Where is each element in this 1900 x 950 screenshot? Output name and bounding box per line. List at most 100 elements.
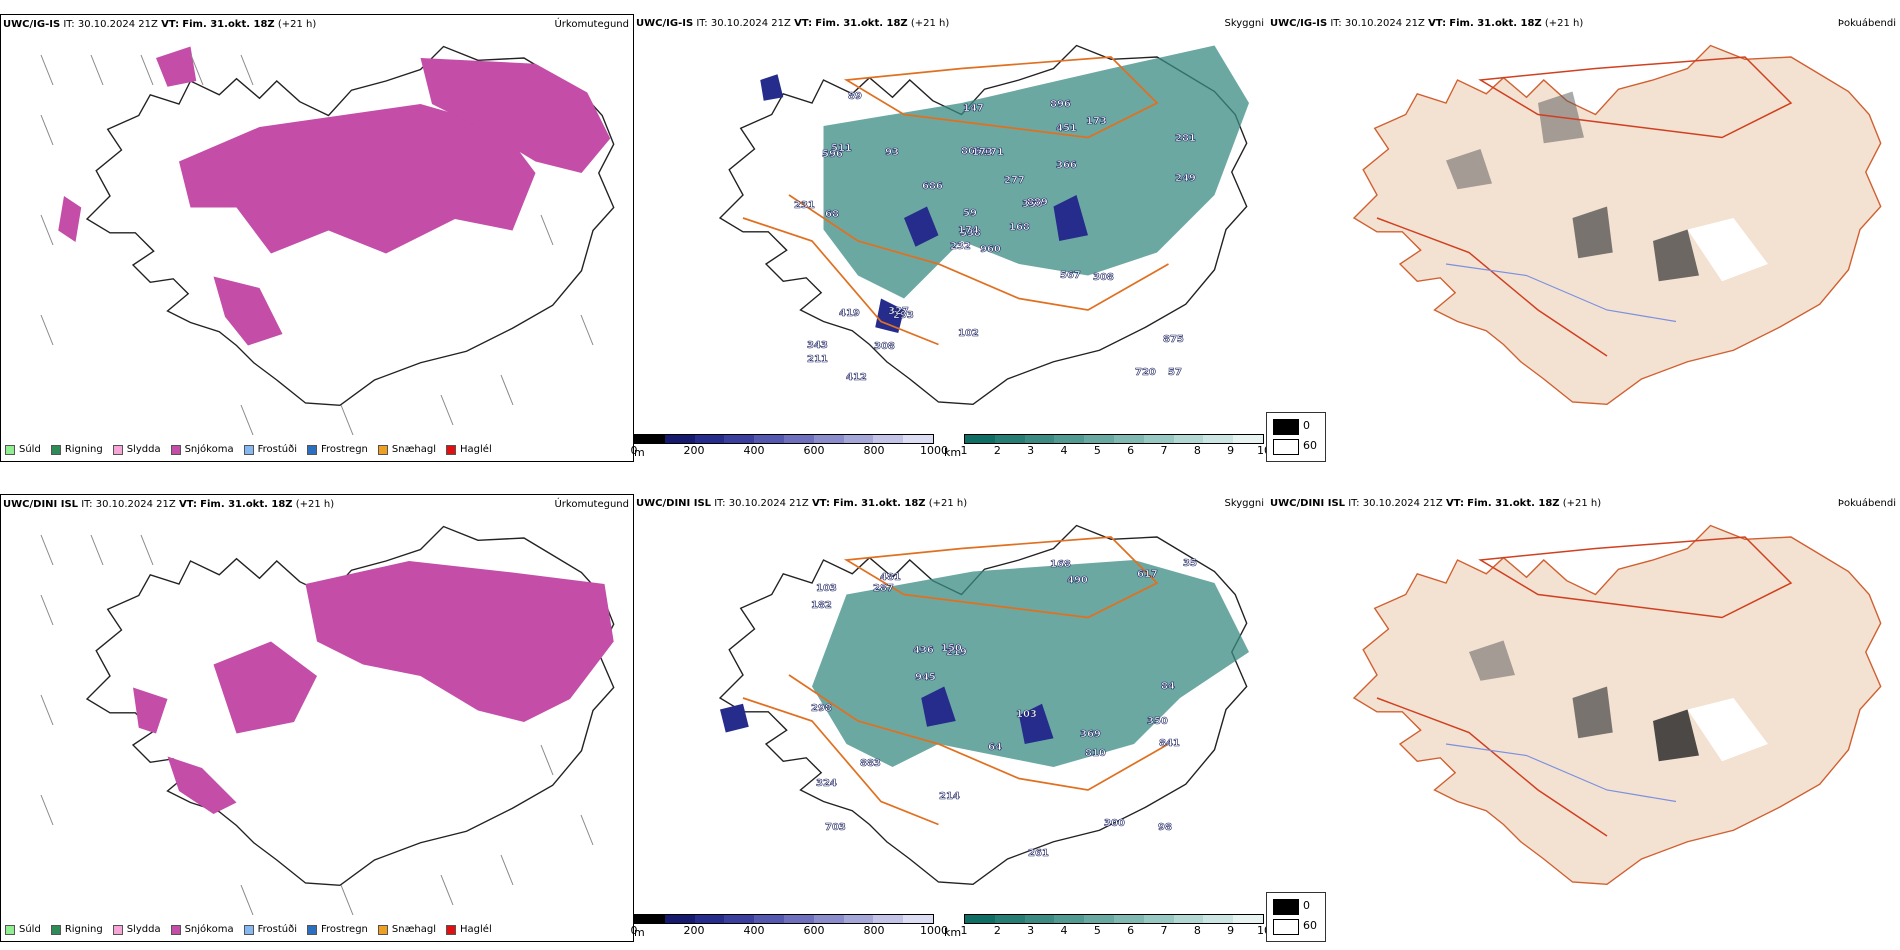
it-label: IT: <box>696 18 708 29</box>
lead-time: (+21 h) <box>295 499 335 510</box>
legend-item: Snæhagl <box>377 924 436 935</box>
visibility-value-label: 369 <box>1080 729 1101 740</box>
visibility-value-label: 249 <box>1175 173 1196 184</box>
colorbar-segment <box>635 435 665 443</box>
visibility-unit: km <box>944 926 962 939</box>
colorbar-segment <box>813 435 844 443</box>
visibility-value-label: 103 <box>816 583 837 594</box>
legend-item: Frostúði <box>243 924 297 935</box>
valid-time: Fim. 31.okt. 18Z <box>1449 18 1542 29</box>
visibility-value-label: 511 <box>831 143 852 154</box>
it-label: IT: <box>714 498 726 509</box>
panel-title: Úrkomutegund <box>554 499 629 510</box>
legend-label: Snjókoma <box>184 444 234 455</box>
visibility-value-label: 308 <box>874 341 895 352</box>
legend-label: Frostregn <box>321 924 368 935</box>
legend-item: Slydda <box>112 444 161 455</box>
visibility-value-label: 490 <box>1067 575 1088 586</box>
visibility-value-label: 293 <box>893 310 914 321</box>
visibility-value-label: 538 <box>960 228 981 239</box>
visibility-panel-row1: 960 596 538 343 350 293 896 171 451 168 89 57 68 281 2… <box>631 14 1271 462</box>
visibility-value-label: 889 <box>1027 197 1048 208</box>
fog-map-row1 <box>1353 44 1882 405</box>
colorbar-segment <box>873 435 904 443</box>
visibility-value-label: 98 <box>1158 822 1172 833</box>
colorbar-segment <box>994 435 1025 443</box>
valid-time: Fim. 31.okt. 18Z <box>200 499 293 510</box>
init-time: 30.10.2024 21Z <box>1362 498 1443 509</box>
panel-title: Skyggni <box>1224 498 1264 509</box>
fog-legend-min: 0 <box>1303 899 1310 912</box>
fog-panel-row2: UWC/DINI ISL IT: 30.10.2024 21Z VT: Fim.… <box>1268 494 1900 942</box>
legend-swatch <box>243 444 254 455</box>
colorbar-tick: 9 <box>1227 444 1235 457</box>
colorbar-tick: 1 <box>960 924 968 937</box>
colorbar-tick: 7 <box>1160 444 1168 457</box>
colorbar-segment <box>843 435 874 443</box>
legend-item: Súld <box>5 924 41 935</box>
panel-title: Úrkomutegund <box>554 19 629 30</box>
cloud-base-ticks: 0 200 400 600 800 1000 <box>631 444 949 458</box>
fog-legend-white <box>1273 919 1299 935</box>
colorbar-segment <box>873 915 904 923</box>
visibility-value-label: 211 <box>807 354 828 365</box>
legend-item: Snjókoma <box>170 924 234 935</box>
visibility-value-label: 343 <box>807 340 828 351</box>
colorbar-tick: 8 <box>1193 444 1201 457</box>
colorbar-tick: 800 <box>863 924 885 937</box>
legend-swatch <box>50 444 61 455</box>
visibility-map-row1: 960 596 538 343 350 293 896 171 451 168 89 57 68 281 2… <box>719 44 1249 405</box>
legend-label: Snjókoma <box>184 924 234 935</box>
colorbar-tick: 1000 <box>920 444 948 457</box>
colorbar-segment <box>1173 435 1204 443</box>
visibility-ticks: 1 2 3 4 5 6 7 8 9 10 <box>960 924 1272 938</box>
visibility-value-label: 720 <box>1135 367 1156 378</box>
legend-swatch <box>112 924 123 935</box>
visibility-value-label: 173 <box>1086 116 1107 127</box>
legend-label: Rigning <box>64 924 103 935</box>
visibility-value-label: 277 <box>1004 175 1025 186</box>
colorbar-tick: 200 <box>683 924 705 937</box>
fog-legend-row1: 0 60 <box>1266 412 1326 462</box>
precip-panel-row1: UWC/IG-IS IT: 30.10.2024 21Z VT: Fim. 31… <box>0 14 634 462</box>
visibility-value-label: 308 <box>1093 272 1114 283</box>
visibility-value-label: 168 <box>1050 559 1071 570</box>
colorbar-tick: 6 <box>1127 444 1135 457</box>
legend-item: Rigning <box>50 924 103 935</box>
colorbar-segment <box>1143 435 1174 443</box>
colorbar-segment <box>843 915 874 923</box>
visibility-value-label: 93 <box>885 147 899 158</box>
visibility-value-label: 883 <box>860 758 881 769</box>
fog-legend-row2: 0 60 <box>1266 892 1326 942</box>
visibility-value-label: 327 <box>888 306 909 317</box>
panel-header: UWC/IG-IS IT: 30.10.2024 21Z VT: Fim. 31… <box>3 19 316 30</box>
visibility-value-label: 567 <box>1060 270 1081 281</box>
panel-header: UWC/IG-IS IT: 30.10.2024 21Z VT: Fim. 31… <box>1270 18 1583 29</box>
precip-legend: Súld Rigning Slydda Snjókoma Frostúði Fr… <box>5 924 492 935</box>
legend-swatch <box>5 444 15 455</box>
visibility-value-label: 810 <box>1085 748 1106 759</box>
colorbar-segment <box>965 915 995 923</box>
colorbar-segment <box>694 915 725 923</box>
colorbar-segment <box>724 915 755 923</box>
colorbar-segment <box>1113 915 1144 923</box>
lead-time: (+21 h) <box>1562 498 1602 509</box>
panel-header: UWC/DINI ISL IT: 30.10.2024 21Z VT: Fim.… <box>3 499 334 510</box>
legend-label: Súld <box>19 444 41 455</box>
legend-item: Haglél <box>446 444 492 455</box>
legend-label: Slydda <box>126 444 161 455</box>
cloud-base-ticks: 0 200 400 600 800 1000 <box>631 924 949 938</box>
colorbar-tick: 1000 <box>920 924 948 937</box>
colorbar-segment <box>1203 915 1234 923</box>
visibility-value-label: 481 <box>880 572 901 583</box>
colorbar-segment <box>1203 435 1234 443</box>
colorbar-tick: 3 <box>1027 444 1035 457</box>
init-time: 30.10.2024 21Z <box>1344 18 1425 29</box>
colorbar-segment <box>1054 435 1085 443</box>
legend-swatch <box>170 924 181 935</box>
visibility-value-label: 841 <box>1159 738 1180 749</box>
colorbar-segment <box>1143 915 1174 923</box>
colorbar-segment <box>1024 915 1055 923</box>
visibility-value-label: 147 <box>963 103 984 114</box>
visibility-value-label: 451 <box>1056 123 1077 134</box>
